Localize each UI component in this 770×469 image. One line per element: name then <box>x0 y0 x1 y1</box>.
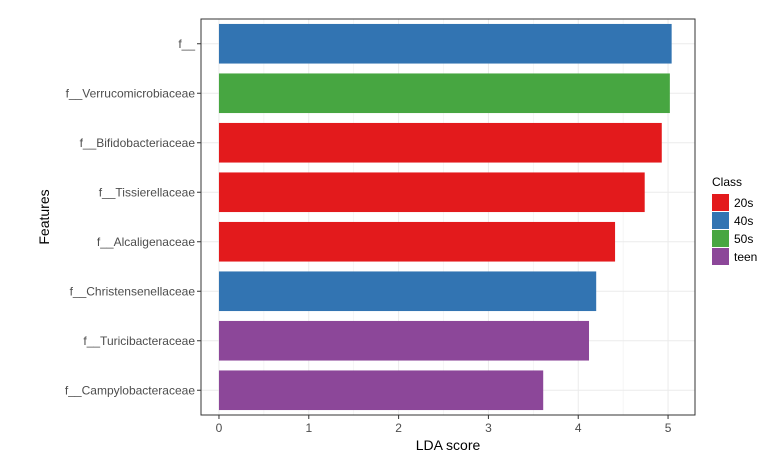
bar <box>218 122 662 163</box>
x-tick-label: 2 <box>395 421 402 435</box>
x-axis-title: LDA score <box>416 437 481 453</box>
y-tick-label: f__Christensenellaceae <box>70 284 196 298</box>
bar <box>218 73 670 114</box>
x-tick-label: 0 <box>216 421 223 435</box>
legend-label: teen <box>734 250 757 264</box>
bar <box>218 221 616 262</box>
legend-title: Class <box>712 175 742 189</box>
x-tick-label: 5 <box>665 421 672 435</box>
legend-swatch <box>712 230 729 247</box>
bar <box>218 271 597 312</box>
y-tick-label: f__Bifidobacteriaceae <box>80 136 196 150</box>
legend-swatch <box>712 248 729 265</box>
legend-label: 50s <box>734 232 753 246</box>
bar <box>218 172 645 213</box>
bar <box>218 320 590 361</box>
y-tick-label: f__Alcaligenaceae <box>97 235 195 249</box>
legend: Class 20s 40s 50s teen <box>712 175 757 265</box>
x-tick-label: 3 <box>485 421 492 435</box>
x-axis: 0 1 2 3 4 5 <box>216 415 672 435</box>
x-tick-label: 4 <box>575 421 582 435</box>
bar <box>218 370 544 411</box>
y-axis: f__ f__Verrucomicrobiaceae f__Bifidobacter… <box>65 37 201 397</box>
legend-swatch <box>712 212 729 229</box>
legend-label: 20s <box>734 196 753 210</box>
y-tick-label: f__Verrucomicrobiaceae <box>66 86 196 100</box>
bars <box>218 23 672 411</box>
y-tick-label: f__ <box>178 37 195 51</box>
legend-label: 40s <box>734 214 753 228</box>
panel-border <box>200 18 696 416</box>
bar <box>218 23 672 64</box>
x-tick-label: 1 <box>305 421 312 435</box>
y-axis-title: Features <box>36 189 52 244</box>
y-tick-label: f__Tissierellaceae <box>99 185 196 199</box>
y-tick-label: f__Campylobacteraceae <box>65 383 195 397</box>
y-tick-label: f__Turicibacteraceae <box>83 334 195 348</box>
legend-swatch <box>712 194 729 211</box>
